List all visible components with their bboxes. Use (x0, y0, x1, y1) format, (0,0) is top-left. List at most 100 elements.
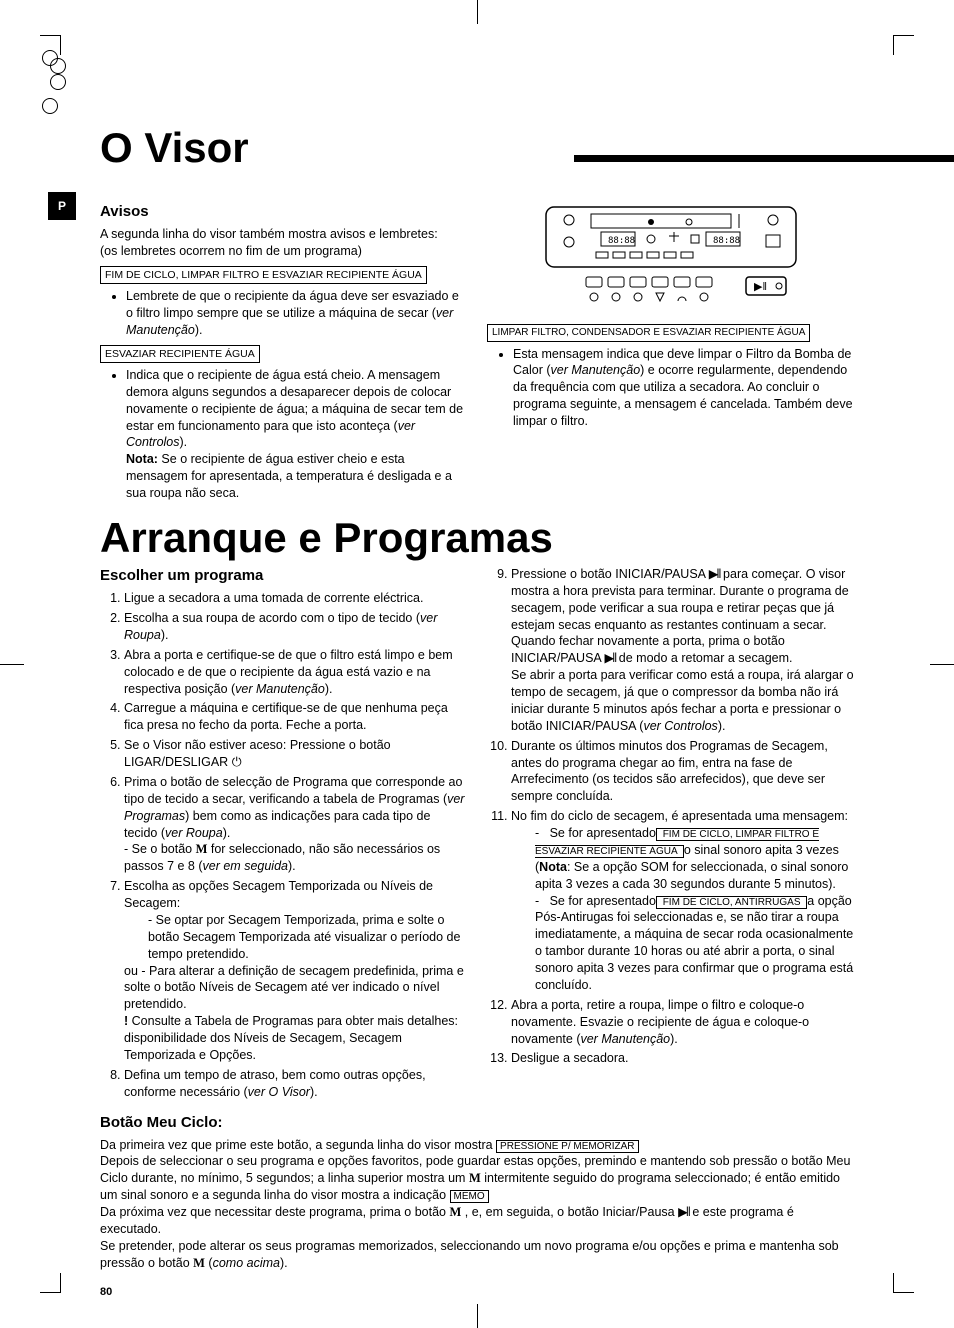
crop-corner (893, 1273, 894, 1293)
page-title-2: Arranque e Programas (100, 514, 854, 562)
page-number: 80 (100, 1286, 854, 1298)
text-italic: ver Manutenção (551, 363, 641, 377)
text: Lembrete de que o recipiente da água dev… (126, 289, 459, 320)
text: ). (280, 1256, 288, 1270)
text: ). (325, 682, 333, 696)
text: Da primeira vez que prime este botão, a … (100, 1138, 496, 1152)
svg-text:88:88: 88:88 (713, 236, 740, 246)
text-italic: ver Manutenção (580, 1032, 670, 1046)
sub-item: - Se for apresentado FIM DE CICLO, ANTIR… (535, 893, 854, 994)
text: A segunda linha do visor também mostra a… (100, 227, 438, 241)
text: ). (718, 719, 726, 733)
programa-right-column: Pressione o botão INICIAR/PAUSA ▶ǁ para … (487, 566, 854, 1104)
crop-corner (60, 1273, 61, 1293)
steps-list-cont: Pressione o botão INICIAR/PAUSA ▶ǁ para … (487, 566, 854, 1067)
control-panel-diagram: 88:88 88:88 (541, 202, 801, 312)
text-italic: ver Manutenção (235, 682, 325, 696)
step: Pressione o botão INICIAR/PAUSA ▶ǁ para … (511, 566, 854, 735)
svg-text:▶ǁ: ▶ǁ (754, 281, 767, 293)
text-italic: ver Roupa (165, 826, 223, 840)
bullet-item: Lembrete de que o recipiente da água dev… (126, 288, 467, 339)
step: Desligue a secadora. (511, 1050, 854, 1067)
programa-left-column: Escolher um programa Ligue a secadora a … (100, 566, 467, 1104)
avisos-left-column: Avisos A segunda linha do visor também m… (100, 202, 467, 506)
crop-mark (930, 664, 954, 665)
crop-corner (893, 35, 894, 55)
message-box: FIM DE CICLO, LIMPAR FILTRO E ESVAZIAR R… (100, 266, 427, 284)
text: ). (288, 859, 296, 873)
mycycle-heading: Botão Meu Ciclo: (100, 1114, 854, 1131)
text: : Se a opção SOM for seleccionada, o sin… (535, 860, 848, 891)
text: ( (205, 1256, 213, 1270)
accent-bar (574, 155, 954, 162)
step: Ligue a secadora a uma tomada de corrent… (124, 590, 467, 607)
sub-item: ou - Para alterar a definição de secagem… (124, 963, 467, 1014)
crop-corner (40, 35, 60, 36)
bullet-item: Indica que o recipiente de água está che… (126, 367, 467, 502)
step: Escolha a sua roupa de acordo com o tipo… (124, 610, 467, 644)
avisos-right-column: 88:88 88:88 (487, 202, 854, 506)
m-icon: M (193, 1256, 205, 1270)
text: Se for apresentado (550, 826, 656, 840)
step: Abra a porta e certifique-se de que o fi… (124, 647, 467, 698)
text: ). (180, 435, 188, 449)
step: No fim do ciclo de secagem, é apresentad… (511, 808, 854, 994)
text: ). (195, 323, 203, 337)
text: No fim do ciclo de secagem, é apresentad… (511, 809, 848, 823)
text: ). (223, 826, 231, 840)
text: Se o recipiente de água estiver cheio e … (126, 452, 452, 500)
note: ! Consulte a Tabela de Programas para ob… (124, 1013, 467, 1064)
step: Abra a porta, retire a roupa, limpe o fi… (511, 997, 854, 1048)
crop-mark (50, 74, 66, 90)
m-icon: M (196, 842, 208, 856)
step: Prima o botão de selecção de Programa qu… (124, 774, 467, 875)
language-tab: P (48, 192, 76, 220)
text-italic: ver em seguida (203, 859, 288, 873)
text: Se o Visor não estiver aceso: Pressione … (124, 738, 391, 769)
page-title-1: O Visor (100, 124, 854, 172)
play-pause-icon: ▶ǁ (678, 1205, 689, 1219)
text: ). (310, 1085, 318, 1099)
crop-mark (42, 98, 58, 114)
play-pause-icon: ▶ǁ (709, 567, 720, 581)
message-box-inline: FIM DE CICLO, ANTIRRUGAS (656, 896, 807, 909)
m-icon: M (449, 1205, 461, 1219)
escolher-heading: Escolher um programa (100, 566, 467, 586)
text: Escolha a sua roupa de acordo com o tipo… (124, 611, 420, 625)
m-icon: M (469, 1171, 481, 1185)
text: Prima o botão de selecção de Programa qu… (124, 775, 462, 806)
step: Se o Visor não estiver aceso: Pressione … (124, 737, 467, 771)
text: - Se o botão (124, 842, 196, 856)
text: ). (670, 1032, 678, 1046)
crop-mark (477, 0, 478, 24)
step: Durante os últimos minutos dos Programas… (511, 738, 854, 806)
text-italic: como acima (213, 1256, 280, 1270)
sub-item: - Se for apresentado FIM DE CICLO, LIMPA… (535, 825, 854, 893)
text: ). (161, 628, 169, 642)
avisos-heading: Avisos (100, 202, 467, 222)
crop-corner (894, 35, 914, 36)
avisos-intro: A segunda linha do visor também mostra a… (100, 226, 467, 260)
text-italic: ver Controlos (643, 719, 717, 733)
text-bold: Nota: (126, 452, 158, 466)
crop-mark (50, 58, 66, 74)
crop-corner (60, 35, 61, 55)
text-italic: ver O Visor (248, 1085, 310, 1099)
text: Se for apresentado (550, 894, 656, 908)
message-box: LIMPAR FILTRO, CONDENSADOR E ESVAZIAR RE… (487, 324, 810, 342)
mycycle-body: Da primeira vez que prime este botão, a … (100, 1137, 854, 1272)
power-icon: ⏻ (232, 755, 242, 769)
crop-mark (0, 664, 24, 665)
crop-corner (894, 1292, 914, 1293)
sub-item: - Se optar por Secagem Temporizada, prim… (148, 912, 467, 963)
step: Defina um tempo de atraso, bem como outr… (124, 1067, 467, 1101)
text: Da próxima vez que necessitar deste prog… (100, 1205, 449, 1219)
text: Pressione o botão INICIAR/PAUSA (511, 567, 709, 581)
text-bold: Nota (539, 860, 567, 874)
crop-corner (40, 1292, 60, 1293)
play-pause-icon: ▶ǁ (605, 651, 616, 665)
step: Carregue a máquina e certifique-se de qu… (124, 700, 467, 734)
svg-text:88:88: 88:88 (608, 236, 635, 246)
steps-list: Ligue a secadora a uma tomada de corrent… (100, 590, 467, 1100)
text: Consulte a Tabela de Programas para obte… (124, 1014, 458, 1062)
